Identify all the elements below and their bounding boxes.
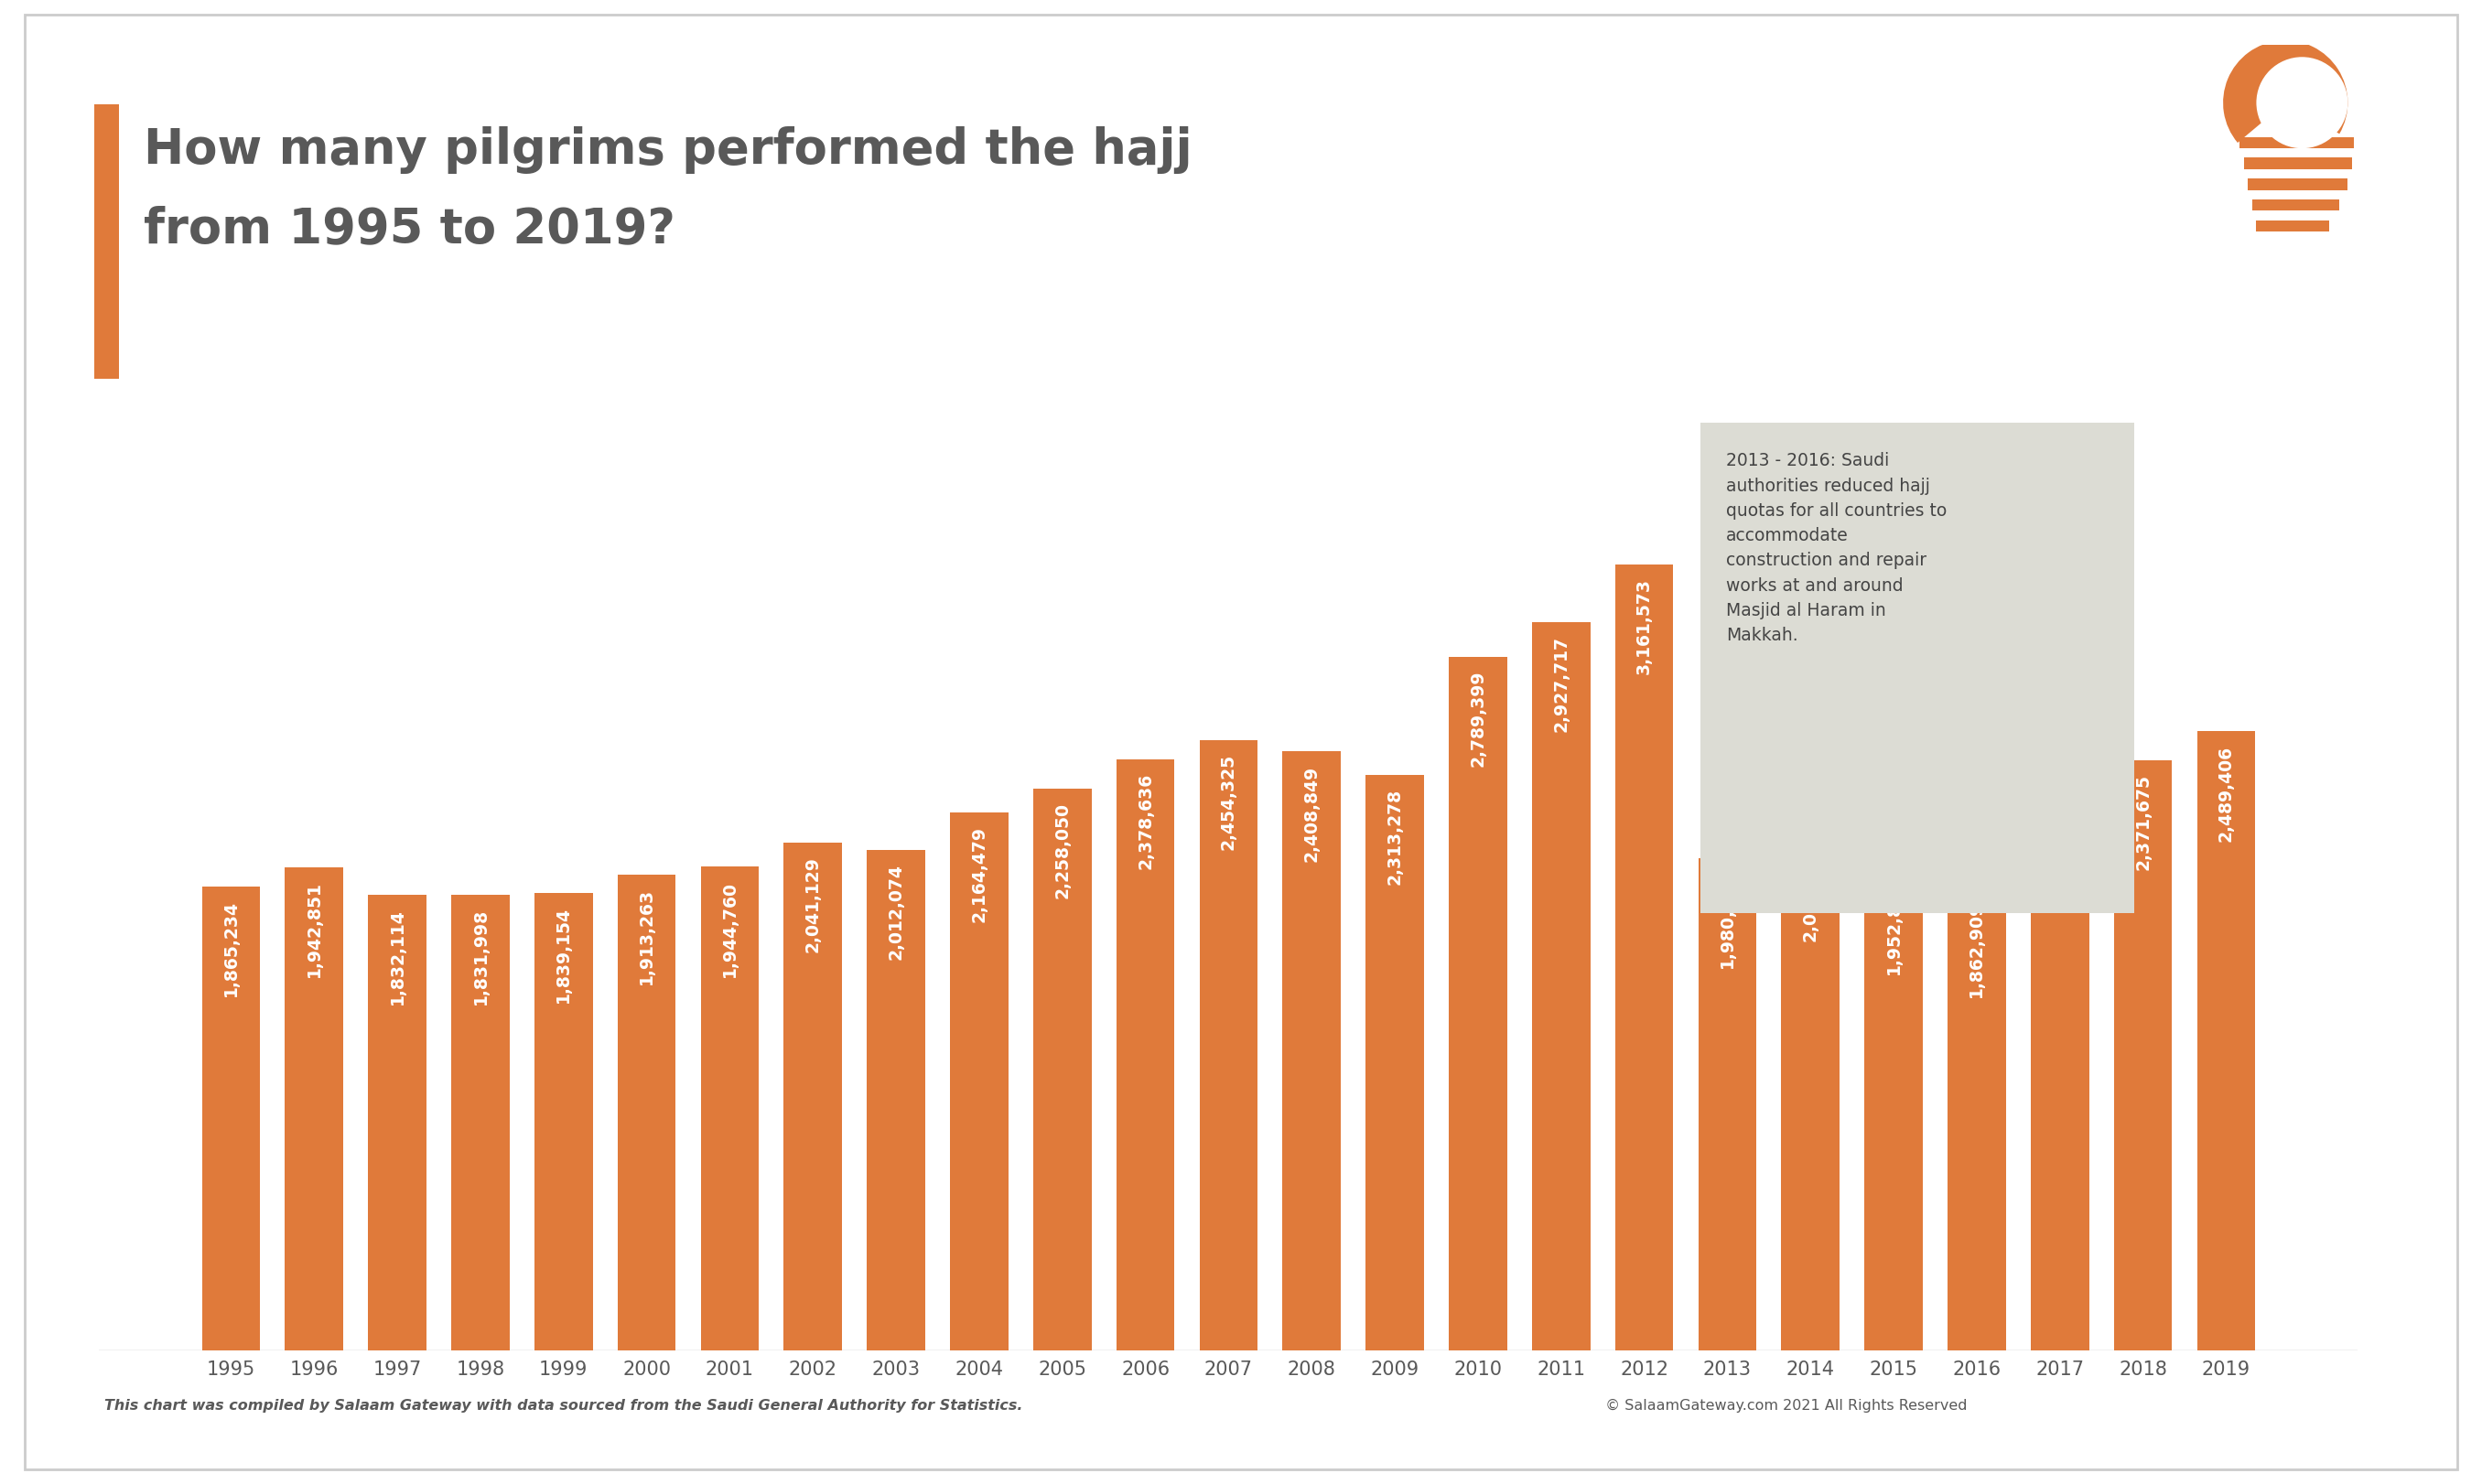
Text: 2,258,050: 2,258,050 xyxy=(1055,803,1072,899)
Bar xyxy=(534,893,593,1350)
Text: 1,831,998: 1,831,998 xyxy=(472,908,489,1005)
Text: from 1995 to 2019?: from 1995 to 2019? xyxy=(144,205,675,252)
Text: 1,865,234: 1,865,234 xyxy=(223,901,241,996)
Bar xyxy=(951,812,1008,1350)
Text: 2,041,129: 2,041,129 xyxy=(804,856,822,953)
Bar xyxy=(2030,766,2090,1350)
Bar xyxy=(2239,137,2353,148)
Bar xyxy=(452,895,509,1350)
Bar xyxy=(1365,775,1425,1350)
Text: 2,012,074: 2,012,074 xyxy=(889,864,906,960)
Bar xyxy=(618,874,675,1350)
Bar xyxy=(2244,157,2353,169)
Text: 2,313,278: 2,313,278 xyxy=(1385,789,1402,884)
Bar xyxy=(1864,865,1924,1350)
Wedge shape xyxy=(2224,40,2348,142)
Bar xyxy=(2197,732,2256,1350)
Bar xyxy=(1782,833,1839,1350)
Text: 2013 - 2016: Saudi
authorities reduced hajj
quotas for all countries to
accommod: 2013 - 2016: Saudi authorities reduced h… xyxy=(1727,453,1946,644)
Bar xyxy=(866,850,926,1350)
Circle shape xyxy=(2256,56,2348,148)
Bar xyxy=(1616,564,1673,1350)
Bar xyxy=(700,867,759,1350)
Bar xyxy=(2249,178,2348,190)
Text: 1,839,154: 1,839,154 xyxy=(556,907,573,1003)
Bar xyxy=(784,843,841,1350)
Text: 2,789,399: 2,789,399 xyxy=(1469,671,1487,767)
Text: 2,454,325: 2,454,325 xyxy=(1219,754,1239,850)
Text: 2,408,849: 2,408,849 xyxy=(1303,766,1320,861)
Bar xyxy=(285,867,343,1350)
Bar xyxy=(367,895,427,1350)
Text: 2,085,238: 2,085,238 xyxy=(1802,846,1819,942)
Bar xyxy=(1449,657,1507,1350)
Text: 2,371,675: 2,371,675 xyxy=(2135,775,2152,871)
Bar xyxy=(2256,220,2328,232)
Text: 2,489,406: 2,489,406 xyxy=(2216,745,2234,841)
Bar xyxy=(1948,887,2005,1350)
Text: 2,164,479: 2,164,479 xyxy=(970,827,988,922)
Bar xyxy=(1117,758,1174,1350)
Text: 1,942,851: 1,942,851 xyxy=(305,881,323,976)
Text: 2,927,717: 2,927,717 xyxy=(1551,637,1569,732)
Bar xyxy=(1199,741,1258,1350)
Text: 1,944,760: 1,944,760 xyxy=(722,880,740,976)
Text: 1,832,114: 1,832,114 xyxy=(390,908,407,1005)
Text: 3,161,573: 3,161,573 xyxy=(1636,579,1653,674)
Text: 2,352,122: 2,352,122 xyxy=(2050,779,2068,876)
Bar xyxy=(2251,199,2341,211)
Bar xyxy=(1033,789,1092,1350)
Bar xyxy=(2115,761,2172,1350)
Bar xyxy=(1698,858,1757,1350)
Text: This chart was compiled by Salaam Gateway with data sourced from the Saudi Gener: This chart was compiled by Salaam Gatewa… xyxy=(104,1399,1023,1413)
Text: How many pilgrims performed the hajj: How many pilgrims performed the hajj xyxy=(144,126,1191,174)
Text: 2,378,636: 2,378,636 xyxy=(1137,773,1154,870)
Text: 1,862,909: 1,862,909 xyxy=(1968,901,1986,997)
Text: © SalaamGateway.com 2021 All Rights Reserved: © SalaamGateway.com 2021 All Rights Rese… xyxy=(1601,1399,1968,1413)
Bar xyxy=(1283,751,1340,1350)
Text: 1,952,817: 1,952,817 xyxy=(1884,879,1901,975)
Text: 1,980,249: 1,980,249 xyxy=(1718,871,1735,968)
Bar xyxy=(1531,622,1591,1350)
Bar xyxy=(201,886,261,1350)
Text: 1,913,263: 1,913,263 xyxy=(638,889,655,985)
